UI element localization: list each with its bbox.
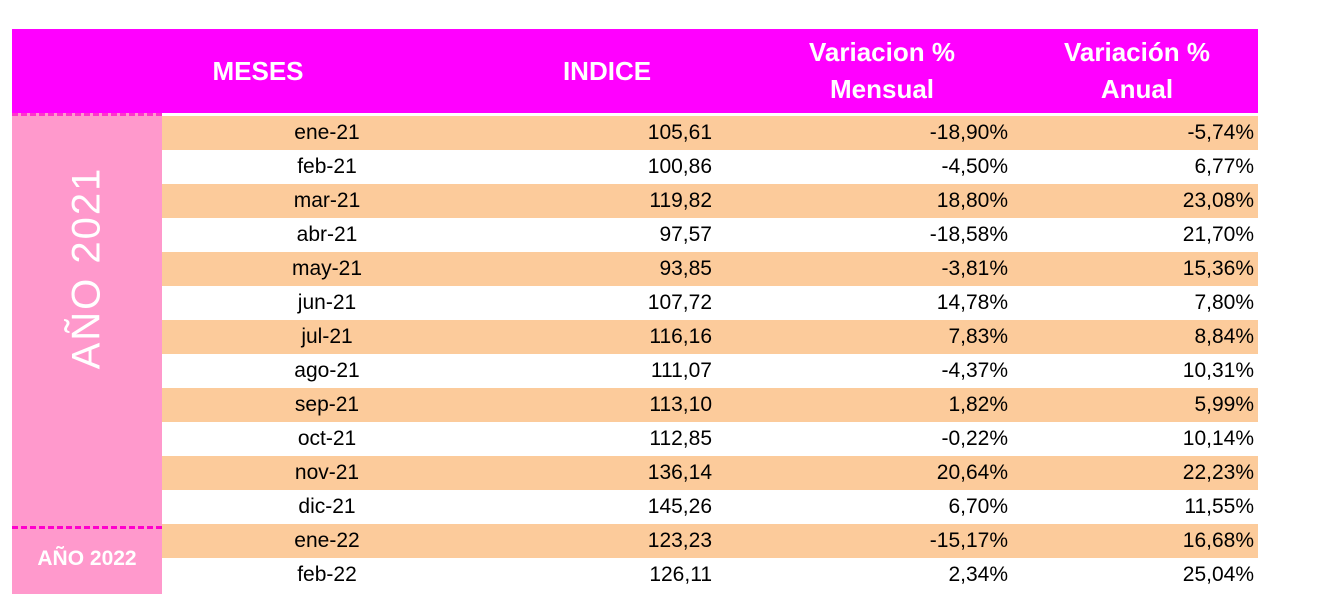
header-variacion-anual-line2: Anual xyxy=(1100,74,1174,104)
table-row: nov-21 136,14 20,64% 22,23% xyxy=(162,456,1258,490)
cell-variacion-anual: 25,04% xyxy=(1182,563,1254,586)
year-group-2022: AÑO 2022 xyxy=(12,526,162,594)
cell-variacion-mensual: 20,64% xyxy=(936,461,1008,484)
cell-variacion-anual: 15,36% xyxy=(1182,257,1254,280)
cell-mes: ago-21 xyxy=(294,359,360,382)
header-meses-label: MESES xyxy=(212,55,304,86)
table-row: sep-21 113,10 1,82% 5,99% xyxy=(162,388,1258,422)
table-row: mar-21 119,82 18,80% 23,08% xyxy=(162,184,1258,218)
cell-variacion-anual: 21,70% xyxy=(1182,223,1254,246)
cell-variacion-anual: 8,84% xyxy=(1194,325,1254,348)
cell-variacion-anual: 10,14% xyxy=(1182,427,1254,450)
header-variacion-mensual-line1: Variacion % xyxy=(809,37,955,68)
cell-variacion-anual: 16,68% xyxy=(1182,529,1254,552)
table-row: ago-21 111,07 -4,37% 10,31% xyxy=(162,354,1258,388)
cell-indice: 145,26 xyxy=(647,495,712,518)
header-variacion-mensual: Variacion % Mensual xyxy=(757,29,1007,113)
cell-mes: ene-22 xyxy=(294,529,360,552)
cell-mes: jul-21 xyxy=(301,325,353,348)
header-variacion-mensual-line2: Mensual xyxy=(829,74,935,104)
cell-variacion-mensual: 6,70% xyxy=(948,495,1008,518)
cell-indice: 136,14 xyxy=(647,461,712,484)
table-row: oct-21 112,85 -0,22% 10,14% xyxy=(162,422,1258,456)
cell-variacion-mensual: -18,90% xyxy=(929,121,1008,144)
cell-mes: ene-21 xyxy=(294,121,360,144)
cell-variacion-anual: 11,55% xyxy=(1184,495,1254,518)
cell-variacion-mensual: 1,82% xyxy=(948,393,1008,416)
cell-variacion-mensual: 18,80% xyxy=(936,189,1008,212)
cell-indice: 100,86 xyxy=(647,155,712,178)
table-row: abr-21 97,57 -18,58% 21,70% xyxy=(162,218,1258,252)
table-header: MESES INDICE Variacion % Mensual Variaci… xyxy=(12,29,1258,113)
cell-variacion-mensual: -18,58% xyxy=(929,223,1008,246)
cell-mes: jun-21 xyxy=(297,291,357,314)
cell-variacion-anual: 22,23% xyxy=(1182,461,1254,484)
table-row: ene-21 105,61 -18,90% -5,74% xyxy=(162,116,1258,150)
cell-mes: nov-21 xyxy=(294,461,360,484)
cell-variacion-anual: 23,08% xyxy=(1182,189,1254,212)
year-label-2021: AÑO 2021 xyxy=(64,166,109,370)
cell-variacion-mensual: -0,22% xyxy=(941,427,1008,450)
year-group-2021: AÑO 2021 xyxy=(12,113,162,526)
table-row: dic-21 145,26 6,70% 11,55% xyxy=(162,490,1258,524)
cell-variacion-mensual: 2,34% xyxy=(948,563,1008,586)
cell-mes: mar-21 xyxy=(293,189,361,212)
header-indice: INDICE xyxy=(482,29,732,113)
cell-variacion-anual: 6,77% xyxy=(1194,155,1254,178)
cell-mes: may-21 xyxy=(291,257,363,280)
cell-variacion-mensual: 14,78% xyxy=(936,291,1008,314)
cell-indice: 97,57 xyxy=(659,223,712,246)
cell-variacion-anual: 10,31% xyxy=(1182,359,1254,382)
table-row: jul-21 116,16 7,83% 8,84% xyxy=(162,320,1258,354)
cell-mes: dic-21 xyxy=(298,495,356,518)
cell-variacion-mensual: -3,81% xyxy=(941,257,1008,280)
cell-variacion-mensual: -4,50% xyxy=(941,155,1008,178)
table-row: ene-22 123,23 -15,17% 16,68% xyxy=(162,524,1258,558)
cell-variacion-mensual: 7,83% xyxy=(948,325,1008,348)
table-body: ene-21 105,61 -18,90% -5,74% feb-21 100,86 -4,… xyxy=(162,116,1258,592)
cell-indice: 93,85 xyxy=(659,257,712,280)
cell-variacion-mensual: -4,37% xyxy=(941,359,1008,382)
cell-indice: 119,82 xyxy=(649,189,712,212)
cell-indice: 111,07 xyxy=(650,359,712,382)
cell-indice: 123,23 xyxy=(647,529,712,552)
cell-indice: 105,61 xyxy=(647,121,712,144)
cell-mes: abr-21 xyxy=(296,223,358,246)
table-row: jun-21 107,72 14,78% 7,80% xyxy=(162,286,1258,320)
cell-indice: 107,72 xyxy=(647,291,712,314)
year-label-2022: AÑO 2022 xyxy=(37,547,137,570)
cell-mes: sep-21 xyxy=(294,393,360,416)
cell-mes: feb-22 xyxy=(297,563,357,586)
cell-indice: 116,16 xyxy=(649,325,712,348)
cell-variacion-anual: -5,74% xyxy=(1187,121,1254,144)
header-variacion-anual: Variación % Anual xyxy=(1022,29,1252,113)
header-indice-label: INDICE xyxy=(562,55,652,86)
table-row: feb-22 126,11 2,34% 25,04% xyxy=(162,558,1258,592)
cell-mes: oct-21 xyxy=(297,427,357,450)
header-variacion-anual-line1: Variación % xyxy=(1064,37,1210,68)
cell-variacion-anual: 7,80% xyxy=(1194,291,1254,314)
cell-indice: 126,11 xyxy=(649,563,712,586)
cell-indice: 113,10 xyxy=(649,393,712,416)
cell-variacion-anual: 5,99% xyxy=(1194,393,1254,416)
cell-variacion-mensual: -15,17% xyxy=(929,529,1008,552)
cell-mes: feb-21 xyxy=(297,155,357,178)
cell-indice: 112,85 xyxy=(649,427,712,450)
table-row: feb-21 100,86 -4,50% 6,77% xyxy=(162,150,1258,184)
header-meses: MESES xyxy=(162,29,354,113)
table-row: may-21 93,85 -3,81% 15,36% xyxy=(162,252,1258,286)
